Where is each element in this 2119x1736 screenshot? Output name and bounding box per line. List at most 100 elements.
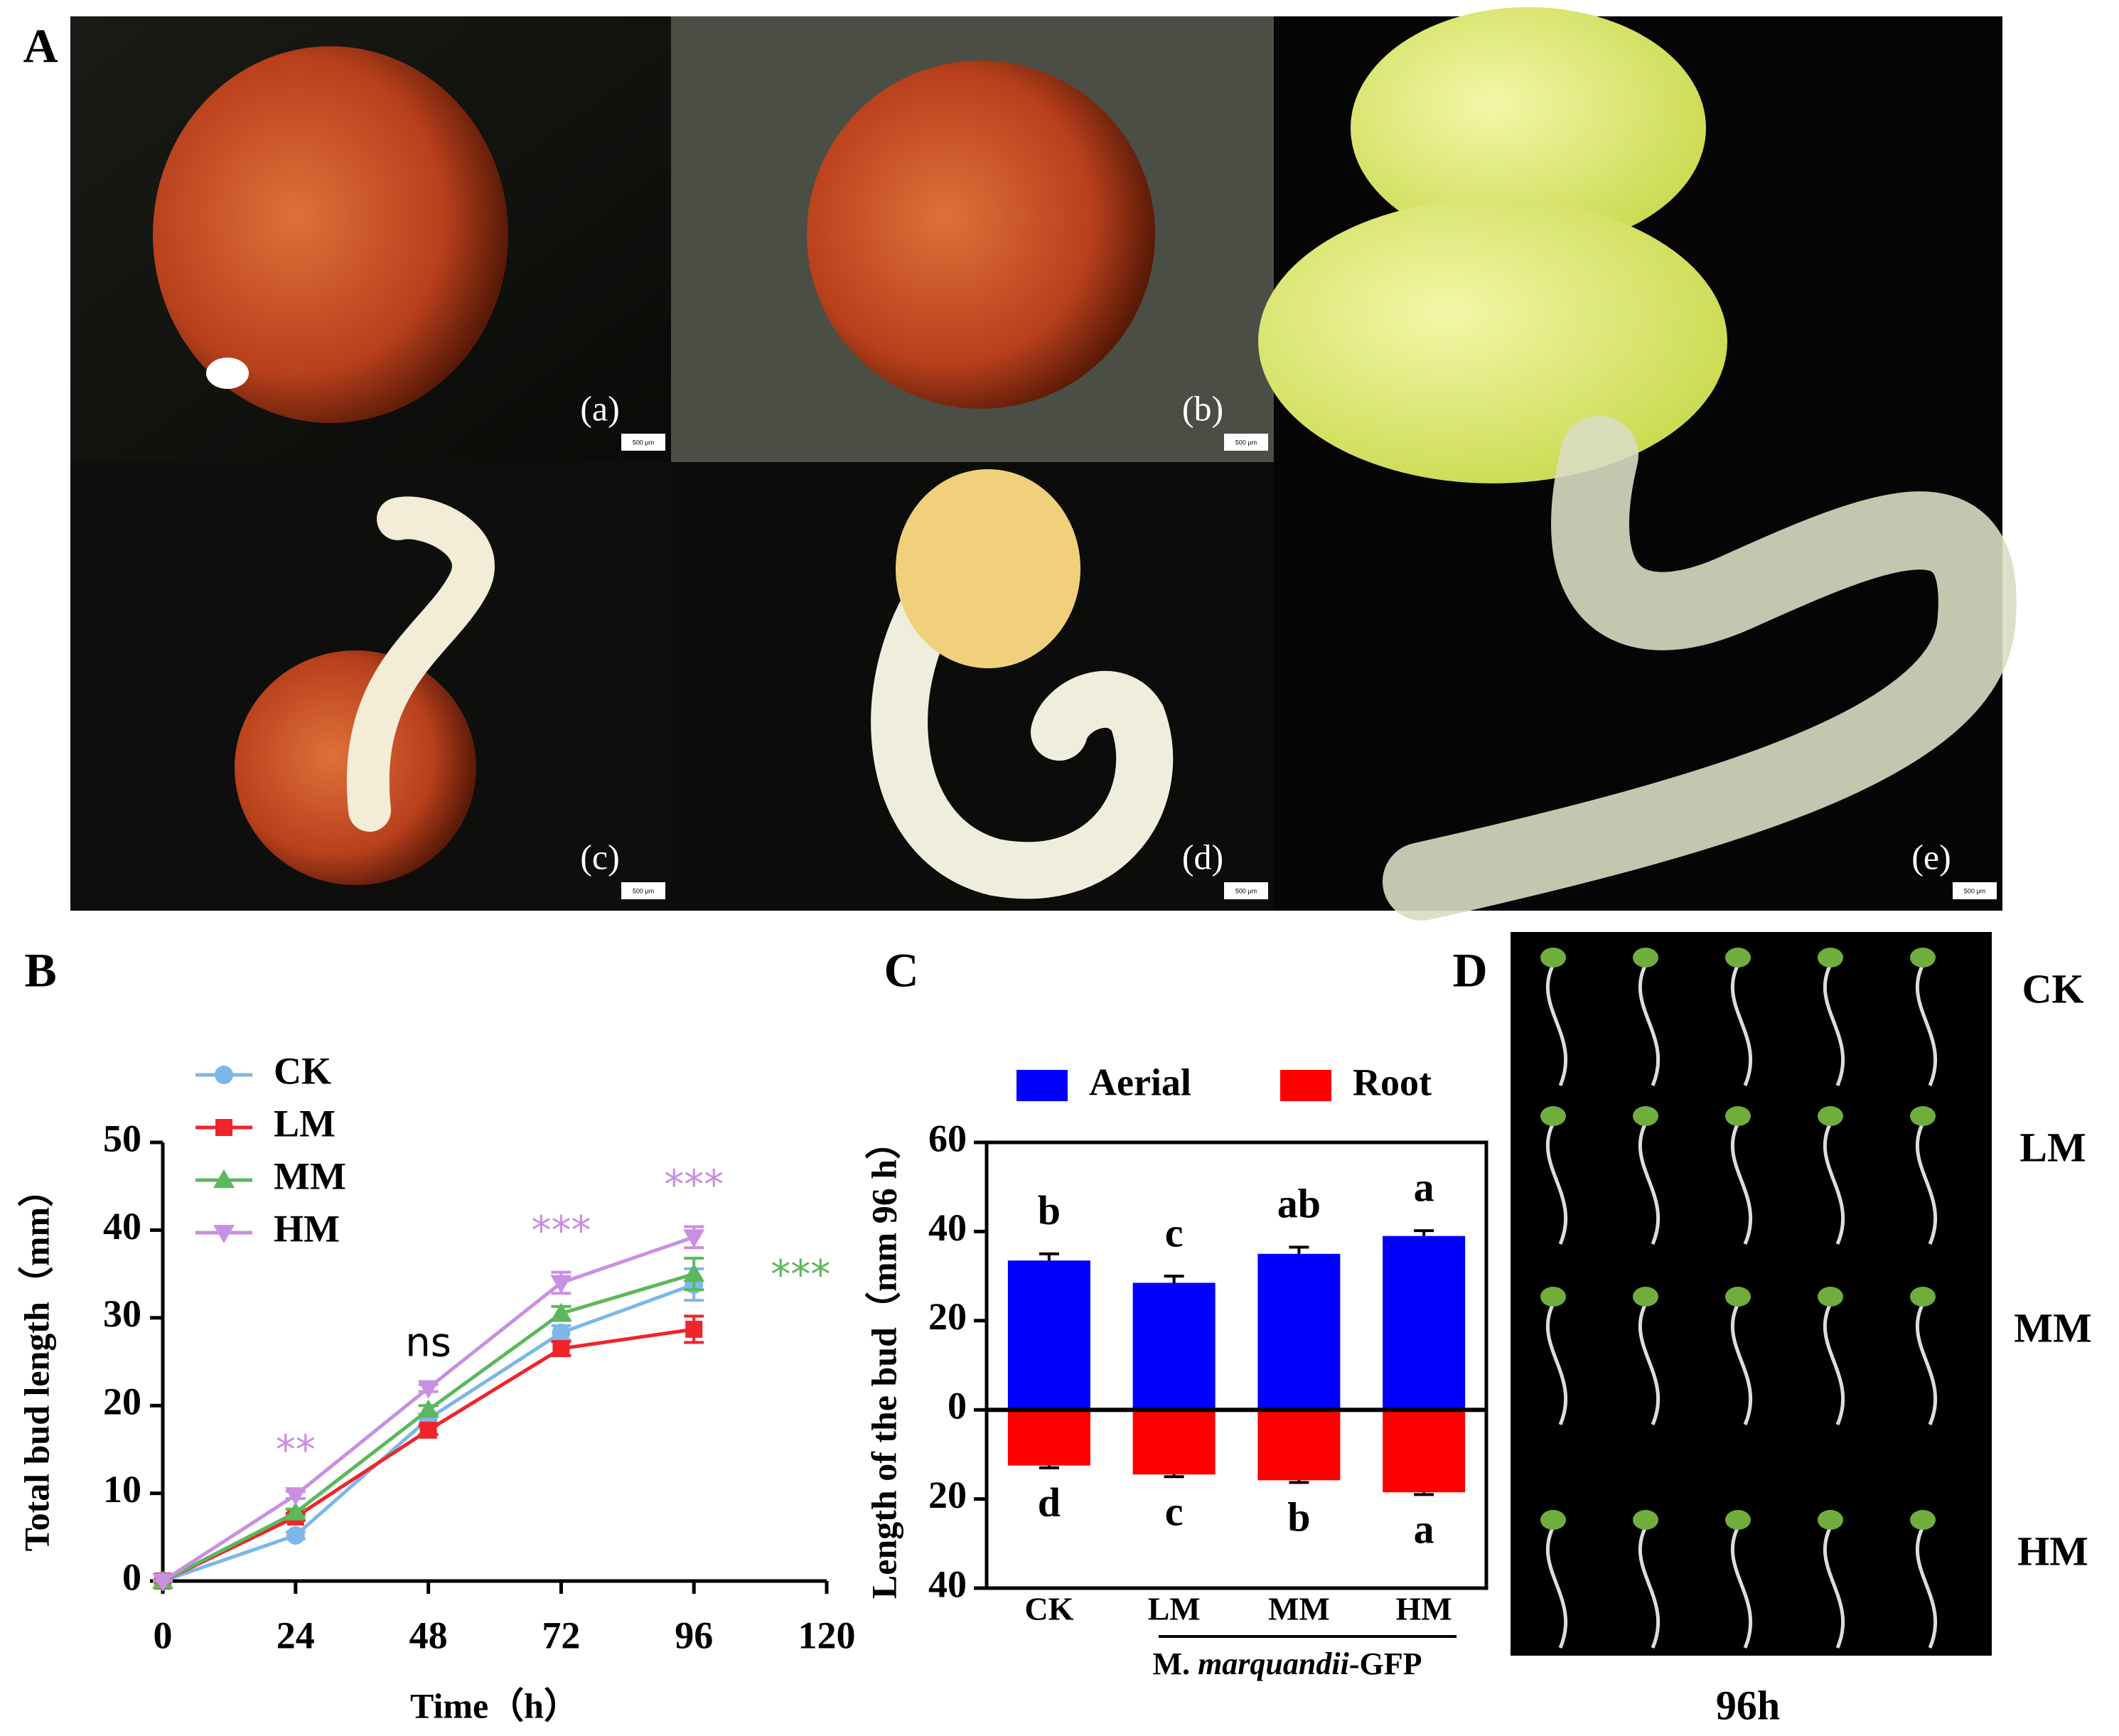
legend-label: MM (274, 1154, 346, 1197)
x-tick-label: CK (1024, 1591, 1073, 1627)
photo-label: (e) (1911, 837, 1951, 877)
x-tick-label: 24 (277, 1614, 315, 1656)
cotyledon (1258, 199, 1727, 483)
bar (1007, 1410, 1090, 1466)
seedling-leaf (1818, 1287, 1843, 1307)
seedling-root (1915, 1526, 1938, 1649)
photo-panel (70, 7, 2017, 921)
seed (153, 46, 508, 423)
seedling-root (1823, 1526, 1845, 1649)
y-tick-label: 50 (103, 1117, 141, 1159)
seedling-leaf (1540, 1287, 1566, 1307)
seedling-root (1545, 963, 1568, 1086)
row-label: HM (2017, 1528, 2088, 1574)
annotation: ** (276, 1427, 316, 1473)
seedling-leaf (1910, 1106, 1936, 1126)
marker (152, 1573, 173, 1592)
y-tick-label: 10 (103, 1468, 141, 1511)
error-bar (1164, 1474, 1184, 1479)
seedling-leaf (1725, 1287, 1751, 1307)
y-axis-label: Total bud length（mm） (16, 1172, 56, 1551)
scale-bar-label: 500 μm (1235, 887, 1257, 894)
x-sublabel-part: marquandii (1198, 1646, 1350, 1681)
legend-swatch (1280, 1070, 1331, 1101)
significance-letter: b (1287, 1494, 1310, 1541)
x-sublabel: M. marquandii-GFP (1153, 1646, 1422, 1681)
row-label: CK (2022, 965, 2084, 1012)
cotyledon (1351, 7, 1706, 249)
y-tick-label: 30 (103, 1292, 141, 1335)
photo-label: (c) (580, 837, 620, 877)
seedling-root (1915, 1122, 1938, 1245)
bar (1132, 1410, 1216, 1475)
x-tick-label: 48 (409, 1614, 448, 1656)
error-bar (1039, 1252, 1059, 1261)
sprout (871, 554, 1174, 899)
root (1383, 416, 2017, 921)
seedling-root (1730, 1302, 1753, 1425)
error-bar (1289, 1480, 1309, 1484)
seedling-root (1638, 963, 1661, 1086)
seedling-root (1730, 1526, 1753, 1649)
seedling-leaf (1633, 1510, 1658, 1530)
marker (213, 1225, 235, 1243)
glare (206, 358, 249, 389)
row-label: MM (2014, 1304, 2092, 1351)
significance-letter: b (1038, 1187, 1061, 1233)
significance-letter: ab (1277, 1181, 1321, 1227)
seedling-leaf (1910, 948, 1936, 968)
seedling-root (1545, 1122, 1568, 1245)
bar (1383, 1410, 1466, 1493)
scale-bar-label: 500 μm (1964, 887, 1985, 894)
error-bar (1039, 1465, 1059, 1469)
seedling-leaf (1818, 1510, 1843, 1530)
x-axis-label: Time（h） (410, 1686, 579, 1725)
marker (552, 1339, 570, 1357)
legend-label: Aerial (1089, 1061, 1191, 1103)
scale-bar-label: 500 μm (633, 439, 654, 446)
panel-label: A (23, 19, 58, 73)
y-tick-label: 20 (928, 1474, 967, 1516)
cotyledon (896, 469, 1080, 668)
y-tick-label: 40 (928, 1206, 967, 1249)
seedling-leaf (1818, 948, 1843, 968)
x-tick-label: LM (1148, 1591, 1201, 1627)
y-tick-label: 60 (928, 1117, 967, 1159)
seedling-root (1823, 963, 1845, 1086)
seedling-leaf (1633, 1287, 1658, 1307)
scale-bar-label: 500 μm (1235, 439, 1257, 446)
seedling-root (1638, 1526, 1661, 1649)
seedling-root (1730, 1122, 1753, 1245)
significance-letter: c (1165, 1489, 1184, 1535)
scale-bar (621, 434, 665, 451)
marker (419, 1421, 437, 1439)
x-sublabel-part: M. (1153, 1646, 1198, 1681)
seedling-leaf (1633, 1106, 1658, 1126)
y-tick-label: 0 (948, 1385, 967, 1427)
scale-bar (1224, 882, 1268, 899)
significance-letter: d (1038, 1479, 1061, 1526)
seedling-root (1638, 1122, 1661, 1245)
seedling-leaf (1540, 1106, 1566, 1126)
seedling-leaf (1540, 1510, 1566, 1530)
annotation: *** (771, 1252, 830, 1298)
caption: 96h (1716, 1682, 1780, 1728)
photo-label: (d) (1182, 837, 1223, 877)
y-tick-label: 0 (122, 1555, 141, 1598)
seedling-leaf (1725, 948, 1751, 968)
marker (284, 1501, 306, 1521)
x-tick-label: 120 (798, 1614, 856, 1656)
significance-letter: a (1414, 1164, 1434, 1210)
annotation: *** (664, 1162, 724, 1209)
x-tick-label: 0 (154, 1614, 173, 1656)
marker (284, 1487, 306, 1506)
photo-label: (b) (1182, 388, 1223, 428)
marker (417, 1399, 439, 1418)
marker (286, 1526, 305, 1545)
x-tick-label: 96 (675, 1614, 713, 1656)
marker (685, 1320, 703, 1338)
annotation: ns (405, 1320, 451, 1366)
error-bar (1164, 1275, 1184, 1283)
line (161, 1327, 694, 1583)
